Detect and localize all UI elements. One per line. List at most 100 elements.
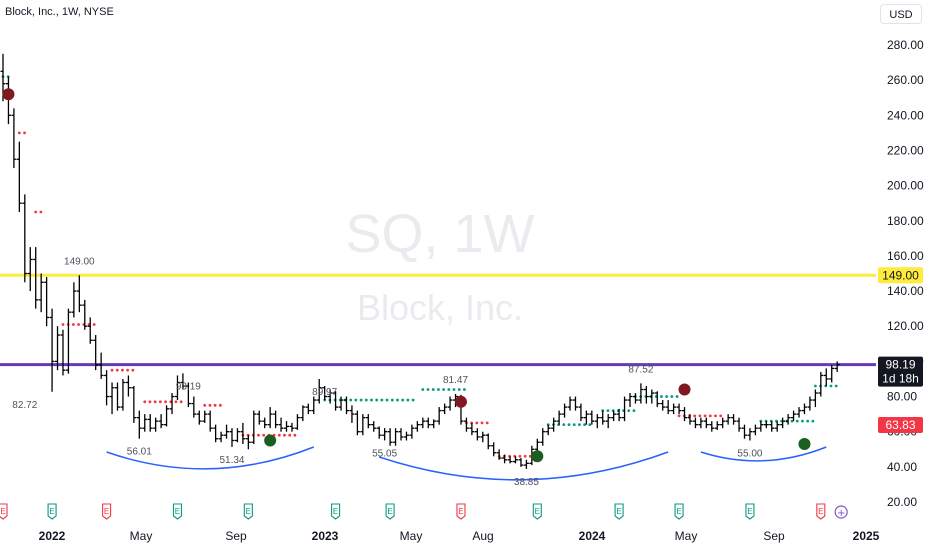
earnings-icon-glyph: E <box>0 507 5 516</box>
currency-button[interactable]: USD <box>880 4 922 24</box>
earnings-icon-glyph: E <box>676 507 681 516</box>
signal-dot <box>396 398 399 402</box>
signal-dot <box>606 409 610 412</box>
signal-dot <box>34 210 38 214</box>
price-tag-label: 98.19 <box>885 358 915 372</box>
earnings-icon <box>331 503 341 520</box>
x-tick-label: Aug <box>472 529 493 543</box>
curve-arc <box>700 446 827 462</box>
y-tick-label: 280.00 <box>887 38 924 52</box>
earnings-icon <box>243 503 253 520</box>
signal-dot <box>475 421 479 425</box>
earnings-icon <box>456 503 466 520</box>
price-annotation: 87.52 <box>628 364 653 375</box>
price-annotation: 81.47 <box>443 375 468 386</box>
watermark-name: Block, Inc. <box>357 287 523 328</box>
signal-dot <box>218 403 222 407</box>
signal-dot <box>437 388 440 391</box>
signal-dot <box>813 384 817 388</box>
watermark-ticker: SQ, 1W <box>345 204 534 264</box>
signal-dot <box>203 403 207 407</box>
label-pointer <box>635 376 647 380</box>
signal-dot <box>213 403 217 407</box>
signal-dot <box>349 398 353 402</box>
signal-dot <box>158 400 162 404</box>
price-annotation: 55.00 <box>737 448 762 459</box>
signal-dot <box>719 414 723 418</box>
earnings-icon-glyph: E <box>818 507 823 516</box>
signal-dot <box>665 395 669 398</box>
signal-dot <box>714 414 717 418</box>
signal-dot <box>401 398 405 402</box>
signal-dot <box>17 131 21 135</box>
signal-dot <box>457 388 461 391</box>
signal-dot <box>480 421 484 425</box>
signal-dot <box>208 403 212 407</box>
signal-dot <box>354 398 358 402</box>
signal-dot <box>179 400 183 404</box>
signal-dot <box>708 414 712 418</box>
price-annotation: 82.72 <box>12 400 37 411</box>
signal-dot <box>834 384 838 388</box>
price-annotation: 38.85 <box>514 477 539 488</box>
signal-dot <box>143 400 147 404</box>
signal-dot <box>806 419 810 423</box>
signal-dot <box>283 433 286 437</box>
signal-dot <box>670 395 674 398</box>
signal-dot <box>385 398 389 402</box>
signal-dot <box>153 400 157 404</box>
signal-dot <box>370 398 373 402</box>
signal-dot <box>698 414 702 418</box>
signal-dot <box>523 454 527 458</box>
signal-dot <box>421 388 425 391</box>
curve-arc <box>106 446 315 470</box>
x-tick-label: 2025 <box>853 529 880 543</box>
signal-dot <box>61 323 65 326</box>
signal-dot <box>288 433 292 437</box>
curve-arc <box>378 451 669 481</box>
price-tag-countdown: 1d 18h <box>882 372 919 386</box>
signal-dot <box>431 388 435 391</box>
earnings-icon <box>0 503 8 520</box>
earnings-icon-glyph: E <box>747 507 752 516</box>
signal-dot <box>39 210 43 214</box>
signal-dot <box>811 419 815 423</box>
earnings-icon-glyph: E <box>49 507 54 516</box>
signal-dot <box>262 433 266 437</box>
x-tick-label: May <box>130 529 153 543</box>
price-annotation: 93.19 <box>176 381 201 392</box>
signal-dot <box>364 398 368 402</box>
earnings-icon <box>674 503 684 520</box>
signal-dot <box>632 409 636 412</box>
price-annotation: 56.01 <box>127 447 152 458</box>
earnings-icon <box>172 503 183 520</box>
signal-dot <box>447 388 451 391</box>
y-tick-label: 160.00 <box>887 249 924 263</box>
signal-dot <box>115 368 119 372</box>
signal-dot <box>693 414 697 418</box>
y-tick-label: 220.00 <box>887 143 924 157</box>
signal-dot <box>257 433 260 437</box>
event-icon-glyph: + <box>837 508 845 519</box>
signal-dot <box>131 368 135 372</box>
earnings-icon <box>47 503 57 520</box>
y-tick-label: 20.00 <box>887 495 917 509</box>
signal-dot <box>71 323 75 326</box>
signal-circle <box>264 434 277 447</box>
signal-circle <box>798 437 811 450</box>
signal-dot <box>411 398 415 402</box>
earnings-icon <box>532 503 542 520</box>
earnings-icon <box>816 503 826 520</box>
earnings-icon-glyph: E <box>104 507 109 516</box>
earnings-icon <box>745 503 755 520</box>
signal-dot <box>375 398 379 402</box>
signal-dot <box>572 423 576 427</box>
x-tick-label: May <box>675 529 698 543</box>
x-tick-label: Sep <box>225 529 247 543</box>
signal-dot <box>675 395 679 398</box>
price-tag-red <box>878 416 923 433</box>
signal-dot <box>126 368 130 372</box>
earnings-icon-glyph: E <box>175 507 180 516</box>
signal-circle <box>2 88 15 101</box>
